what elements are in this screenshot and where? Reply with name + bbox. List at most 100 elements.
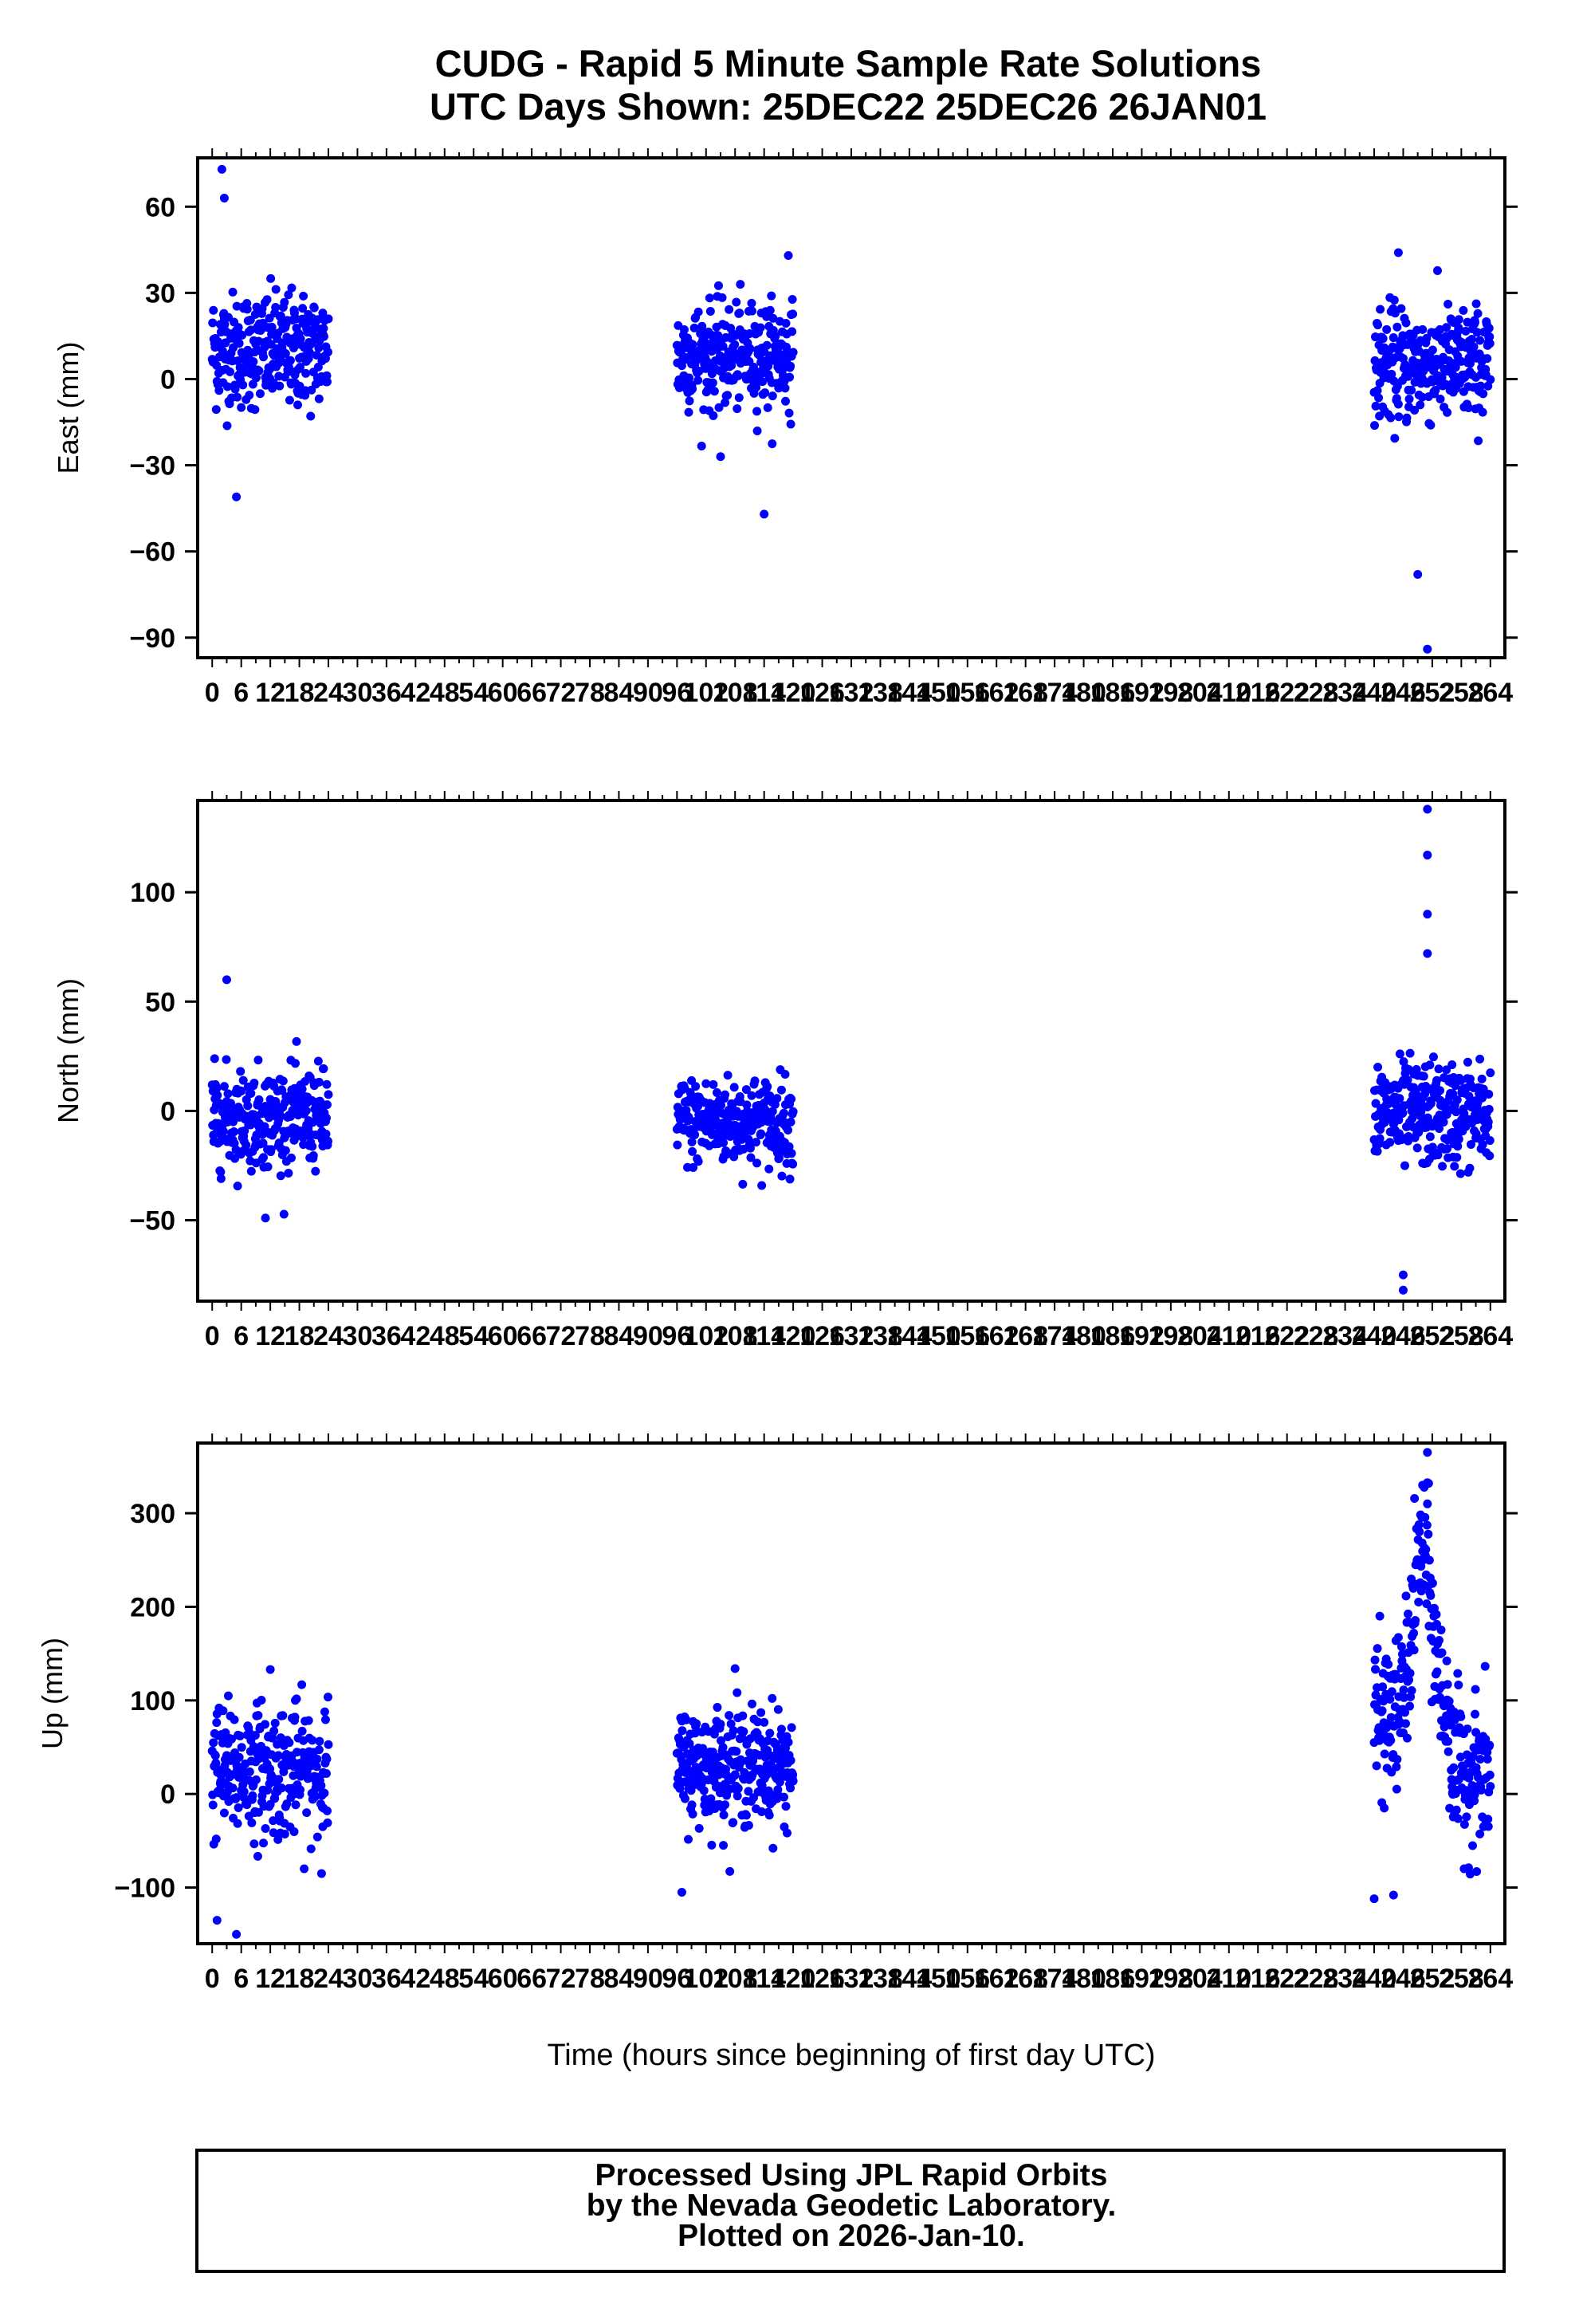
- outlier-point: [232, 492, 242, 501]
- data-point: [712, 1087, 721, 1097]
- x-tick-label: 36: [371, 1964, 402, 1994]
- x-tick-label: 156: [945, 1321, 990, 1351]
- data-point: [707, 1840, 717, 1850]
- data-point: [276, 1171, 285, 1181]
- data-point: [1485, 339, 1495, 348]
- data-point: [719, 1138, 729, 1147]
- data-point: [1443, 1680, 1452, 1689]
- data-point: [1380, 1803, 1389, 1813]
- x-tick-label: 246: [1381, 1964, 1426, 1994]
- data-point: [1453, 1669, 1463, 1678]
- data-point: [718, 341, 728, 351]
- data-point: [1449, 1763, 1459, 1772]
- data-point: [752, 1158, 762, 1168]
- x-tick-label: 168: [1003, 1321, 1048, 1351]
- data-point: [1444, 1747, 1453, 1756]
- data-point: [1392, 1762, 1401, 1772]
- data-point: [1400, 1161, 1409, 1170]
- data-point: [323, 1818, 332, 1827]
- data-point: [285, 356, 295, 365]
- data-point: [781, 1802, 791, 1811]
- data-point: [1453, 1142, 1463, 1151]
- data-point: [1476, 381, 1486, 391]
- data-point: [1403, 1733, 1412, 1743]
- x-tick-label: 228: [1294, 678, 1339, 708]
- x-tick-label: 192: [1119, 1964, 1165, 1994]
- plot-frame: [196, 156, 1506, 659]
- data-point: [1439, 1117, 1448, 1127]
- data-point: [1436, 1086, 1445, 1095]
- data-point: [289, 343, 298, 352]
- outlier-point: [1423, 644, 1432, 654]
- data-point: [266, 273, 276, 283]
- data-point: [1409, 1646, 1419, 1655]
- data-point: [713, 281, 723, 290]
- plot-frame: [196, 799, 1506, 1303]
- data-point: [780, 1069, 790, 1079]
- data-point: [760, 1717, 769, 1727]
- outlier-point: [261, 1213, 270, 1223]
- x-tick-label: 108: [713, 1964, 758, 1994]
- data-point: [733, 1783, 743, 1793]
- data-point: [697, 442, 706, 451]
- data-point: [308, 1150, 318, 1160]
- x-tick-label: 162: [974, 678, 1019, 708]
- data-point: [1484, 1104, 1494, 1114]
- data-point: [323, 348, 332, 357]
- data-point: [266, 1145, 276, 1154]
- data-point: [747, 1091, 756, 1100]
- data-point: [321, 1113, 331, 1123]
- data-point: [297, 1084, 307, 1094]
- data-point: [1459, 305, 1468, 315]
- x-tick-label: 264: [1467, 1321, 1513, 1351]
- data-point: [787, 1149, 796, 1158]
- chart-title-line2: UTC Days Shown: 25DEC22 25DEC26 26JAN01: [430, 85, 1267, 128]
- data-point: [237, 403, 246, 412]
- data-point: [690, 1728, 700, 1738]
- x-tick-label: 234: [1322, 1321, 1368, 1351]
- data-point: [1436, 395, 1445, 404]
- data-point: [213, 1091, 222, 1100]
- data-point: [1445, 1803, 1455, 1813]
- data-point: [1400, 1708, 1409, 1717]
- outlier-point: [232, 1929, 242, 1939]
- x-tick-label: 60: [488, 1321, 518, 1351]
- data-point: [324, 1740, 333, 1749]
- y-tick-label: 0: [160, 1779, 175, 1810]
- data-point: [232, 301, 242, 311]
- data-point: [271, 302, 281, 312]
- data-point: [1472, 1866, 1482, 1876]
- data-point: [725, 305, 734, 314]
- data-point: [1486, 375, 1495, 384]
- x-tick-label: 54: [458, 1964, 489, 1994]
- x-tick-label: 66: [517, 1321, 547, 1351]
- data-point: [752, 1138, 761, 1147]
- data-point: [316, 1869, 326, 1878]
- data-point: [788, 348, 798, 357]
- data-point: [222, 382, 232, 391]
- data-point: [314, 394, 324, 403]
- data-point: [1400, 1719, 1410, 1728]
- x-tick-label: 108: [713, 1321, 758, 1351]
- outlier-point: [1423, 851, 1432, 860]
- data-point: [250, 1731, 260, 1740]
- x-tick-label: 90: [633, 1321, 663, 1351]
- x-tick-label: 168: [1003, 678, 1048, 708]
- data-point: [278, 1076, 288, 1086]
- data-point: [1475, 1829, 1485, 1838]
- data-point: [321, 1129, 331, 1138]
- x-tick-label: 264: [1467, 1964, 1513, 1994]
- data-point: [306, 411, 316, 421]
- data-point: [735, 309, 744, 318]
- data-point: [1398, 1108, 1408, 1118]
- data-point: [780, 383, 790, 393]
- data-point: [1454, 323, 1463, 332]
- data-point: [1442, 1065, 1451, 1075]
- data-point: [1463, 1057, 1472, 1067]
- x-tick-label: 72: [546, 1321, 576, 1351]
- outlier-point: [219, 193, 229, 203]
- data-point: [219, 1082, 229, 1091]
- data-point: [733, 404, 742, 414]
- x-tick-label: 144: [887, 1321, 933, 1351]
- data-point: [269, 1828, 278, 1838]
